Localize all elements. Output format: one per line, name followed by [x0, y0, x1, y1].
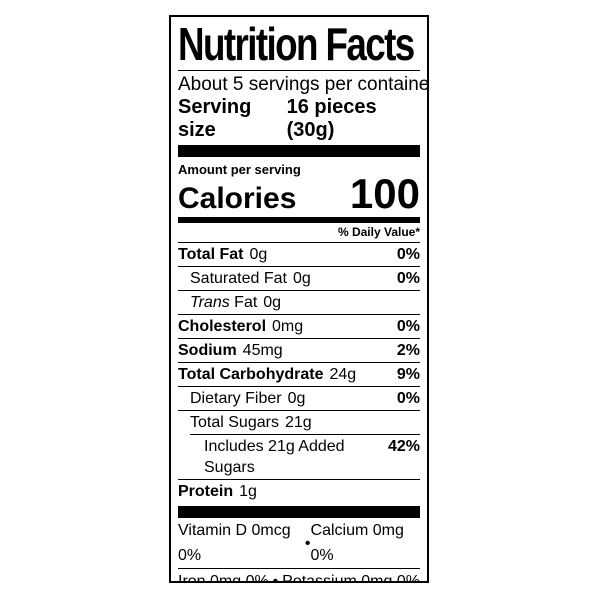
- nutrient-dv: 0%: [396, 246, 420, 263]
- nutrient-amount: 0g: [292, 270, 311, 287]
- nutrient-name: Sodium 45mg: [178, 342, 283, 359]
- nutrient-amount: 0g: [263, 294, 282, 311]
- vitamin-left: Vitamin D 0mcg 0%: [178, 522, 291, 564]
- daily-value-header: % Daily Value*: [337, 225, 420, 239]
- nutrient-amount: 45mg: [242, 342, 283, 359]
- nutrient-name: Saturated Fat 0g: [190, 270, 311, 287]
- nutrition-facts-label: Nutrition Facts About 5 servings per con…: [169, 15, 429, 583]
- calories-value: 100: [349, 170, 420, 217]
- added-sugars-divider: [190, 434, 420, 435]
- row-total-fat: Total Fat 0g 0%: [178, 242, 420, 266]
- bullet-separator: •: [272, 573, 279, 583]
- row-trans-fat: Trans Fat 0g: [178, 290, 420, 314]
- nutrient-dv: 2%: [396, 342, 420, 359]
- row-sodium: Sodium 45mg 2%: [178, 338, 420, 362]
- nutrient-name: Cholesterol 0mg: [178, 318, 304, 335]
- nutrient-name: Protein 1g: [178, 483, 257, 500]
- nutrient-amount: 1g: [239, 483, 257, 500]
- calories-row: Calories 100: [178, 170, 420, 217]
- vitamin-left: Iron 0mg 0%: [178, 573, 269, 583]
- nutrient-dv: 9%: [396, 366, 420, 383]
- serving-size-label: Serving size: [178, 96, 252, 141]
- row-iron-potassium: Iron 0mg 0% • Potassium 0mg 0%: [178, 568, 420, 583]
- amount-per-serving-label: Amount per serving: [178, 162, 301, 177]
- nutrient-name: Total Carbohydrate 24g: [178, 366, 357, 383]
- serving-size-value: 16 pieces (30g): [286, 96, 377, 141]
- row-vitamin-d-calcium: Vitamin D 0mcg 0% • Calcium 0mg 0%: [178, 518, 420, 568]
- nutrient-dv: 0%: [396, 270, 420, 287]
- row-dietary-fiber: Dietary Fiber 0g 0%: [178, 386, 420, 410]
- vitamin-right: Calcium 0mg 0%: [310, 522, 404, 564]
- nutrient-amount: 0g: [249, 246, 268, 263]
- row-added-sugars: Includes 21g Added Sugars 42%: [178, 435, 420, 479]
- serving-size-row: Serving size 16 pieces (30g): [178, 96, 420, 142]
- calories-label: Calories: [178, 182, 297, 215]
- nutrient-amount: 24g: [329, 366, 357, 383]
- row-total-sugars: Total Sugars 21g: [178, 410, 420, 434]
- servings-per-container: About 5 servings per container: [178, 74, 429, 95]
- thick-separator-bar: [178, 145, 420, 157]
- row-total-carbohydrate: Total Carbohydrate 24g 9%: [178, 362, 420, 386]
- row-saturated-fat: Saturated Fat 0g 0%: [178, 266, 420, 290]
- nutrient-amount: 21g: [284, 414, 312, 431]
- row-cholesterol: Cholesterol 0mg 0%: [178, 314, 420, 338]
- nutrient-dv: 42%: [387, 438, 420, 455]
- nutrient-dv: 0%: [396, 390, 420, 407]
- bullet-separator: •: [304, 534, 311, 552]
- nutrient-dv: 0%: [396, 318, 420, 335]
- nutrient-name: Total Fat 0g: [178, 246, 268, 263]
- medium-separator-bar: [178, 217, 420, 223]
- nutrient-name: Total Sugars 21g: [190, 414, 312, 431]
- label-title: Nutrition Facts: [178, 18, 415, 70]
- title-divider: [178, 70, 420, 71]
- thick-separator-bar: [178, 506, 420, 518]
- vitamin-right: Potassium 0mg 0%: [282, 573, 420, 583]
- nutrient-amount: 0mg: [272, 318, 304, 335]
- nutrient-name: Dietary Fiber 0g: [190, 390, 306, 407]
- nutrient-amount: 0g: [287, 390, 306, 407]
- nutrient-name: Includes 21g Added Sugars: [204, 438, 345, 476]
- nutrient-name: Trans Fat 0g: [190, 294, 282, 311]
- row-protein: Protein 1g: [178, 479, 420, 503]
